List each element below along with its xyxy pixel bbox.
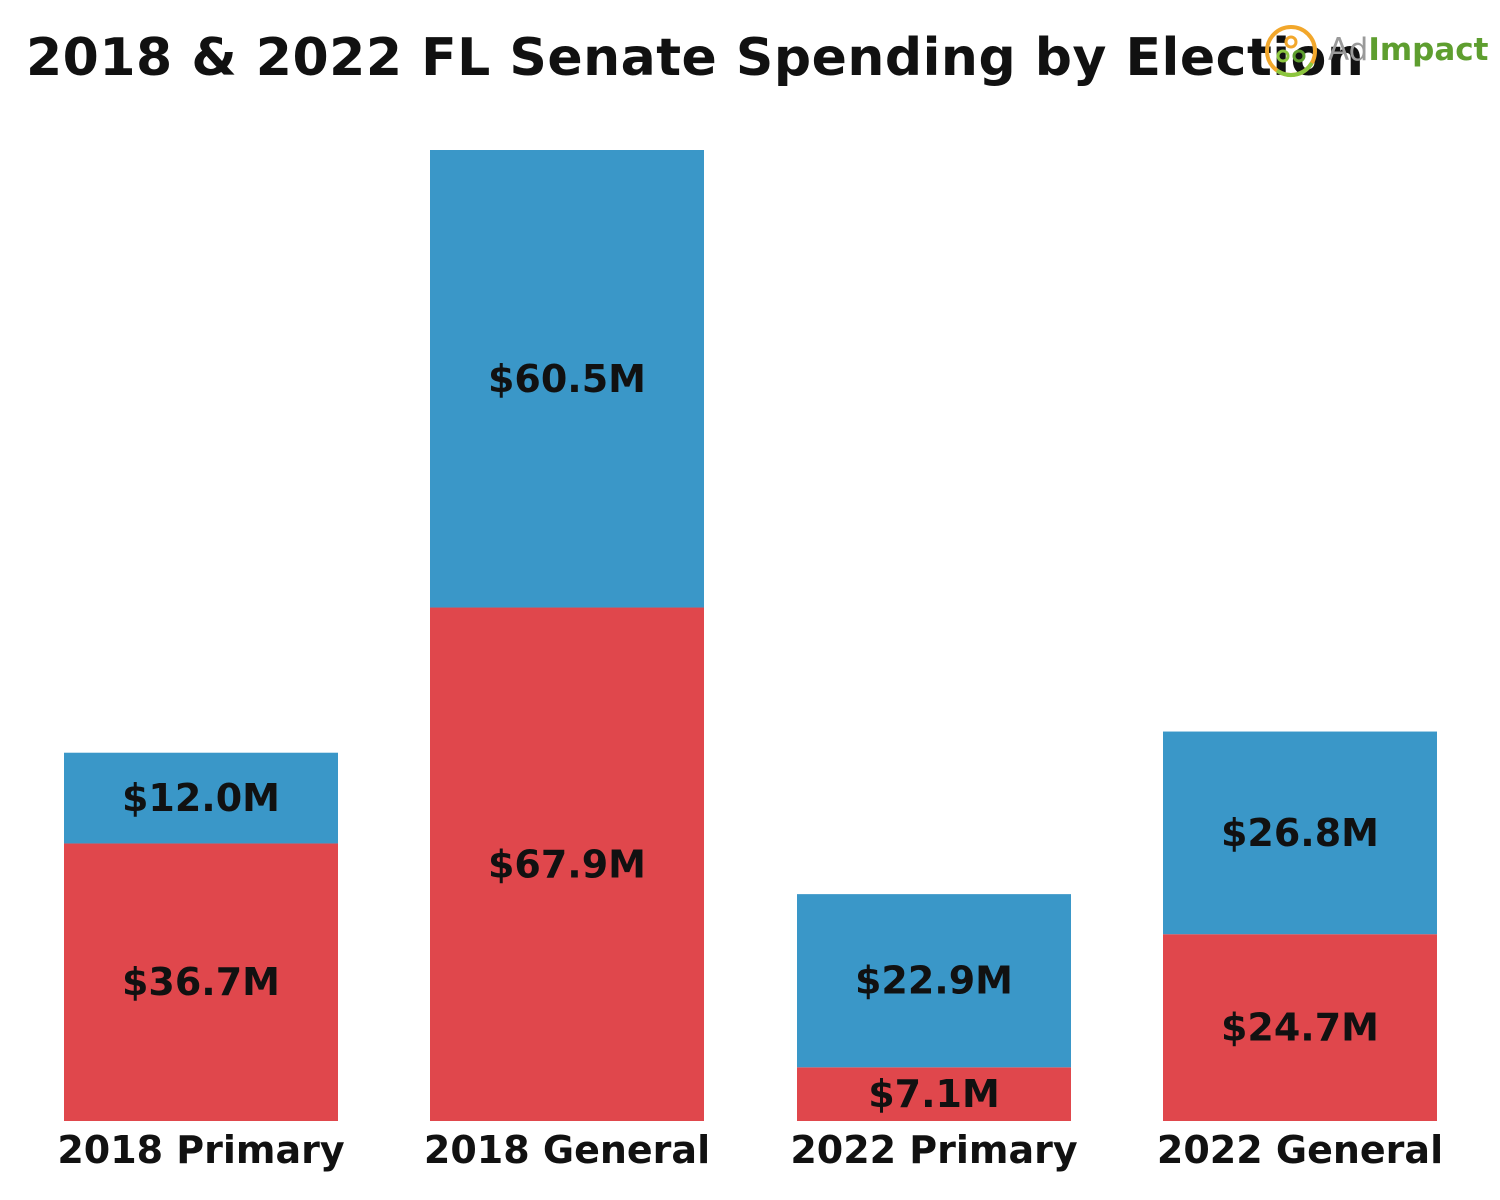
- data-label-2018-primary-lower: $36.7M: [122, 960, 280, 1004]
- data-label-2018-general-upper: $60.5M: [488, 357, 646, 401]
- data-label-2022-primary-upper: $22.9M: [855, 959, 1013, 1003]
- brand-wordmark: AdImpact: [1328, 32, 1488, 68]
- bar-segment-2022-general-lower: [1163, 934, 1437, 1121]
- bar-segment-2018-primary-upper: [64, 752, 338, 844]
- data-label-2022-primary-lower: $7.1M: [868, 1072, 1000, 1116]
- brand-logo: AdImpact: [1264, 24, 1488, 78]
- category-label-2022-general: 2022 General: [1157, 1128, 1443, 1172]
- data-label-2022-general-lower: $24.7M: [1221, 1006, 1379, 1050]
- bar-segment-2018-primary-lower: [64, 843, 338, 1121]
- bar-segment-2018-general-lower: [430, 607, 704, 1121]
- brand-name-part2: Impact: [1368, 32, 1489, 68]
- data-label-2018-general-lower: $67.9M: [488, 842, 646, 886]
- bars-group: [64, 150, 1437, 1121]
- segment-labels-group: $36.7M $12.0M $67.9M $60.5M $7.1M $22.9M $24.7…: [122, 357, 1379, 1116]
- bar-segment-2022-general-upper: [1163, 731, 1437, 935]
- category-label-2022-primary: 2022 Primary: [790, 1128, 1078, 1172]
- chart-title: 2018 & 2022 FL Senate Spending by Electi…: [26, 28, 1365, 88]
- category-label-2018-general: 2018 General: [424, 1128, 710, 1172]
- adimpact-logo-icon: [1265, 25, 1317, 77]
- category-label-2018-primary: 2018 Primary: [57, 1128, 345, 1172]
- data-label-2018-primary-upper: $12.0M: [122, 776, 280, 820]
- bar-segment-2018-general-upper: [430, 150, 704, 608]
- brand-name-part1: Ad: [1328, 32, 1369, 68]
- bar-segment-2022-primary-upper: [797, 894, 1071, 1068]
- bar-segment-2022-primary-lower: [797, 1067, 1071, 1121]
- category-labels-group: 2018 Primary 2018 General 2022 Primary 2022…: [57, 1128, 1443, 1172]
- data-label-2022-general-upper: $26.8M: [1221, 811, 1379, 855]
